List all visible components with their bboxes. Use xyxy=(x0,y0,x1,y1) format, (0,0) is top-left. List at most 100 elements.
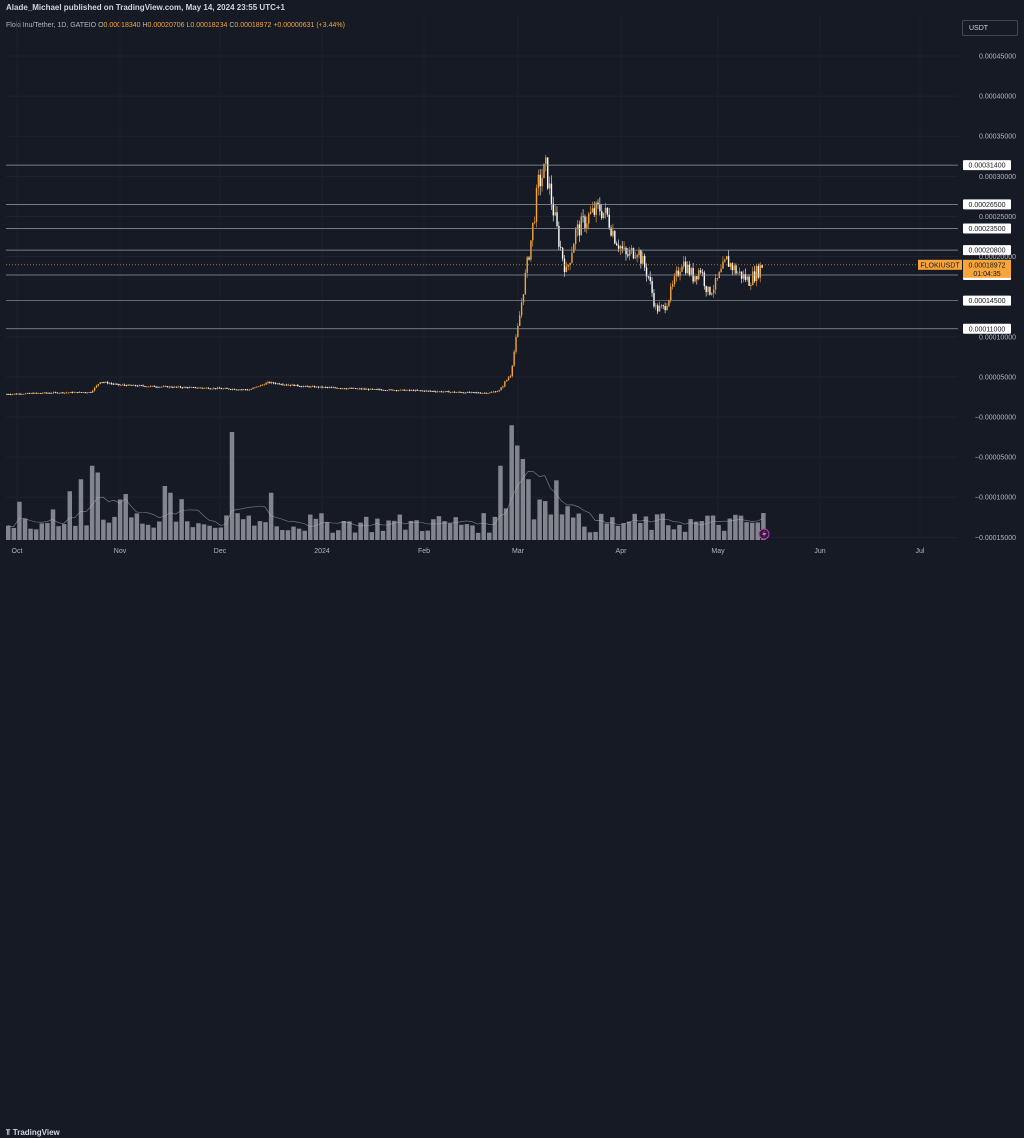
top-bar: Alade_Michael published on TradingView.c… xyxy=(0,0,1024,16)
volume-bar xyxy=(453,517,458,540)
volume-bar xyxy=(542,501,548,540)
candle-body xyxy=(354,388,357,389)
volume-bar xyxy=(67,491,73,540)
candle-body xyxy=(457,391,459,393)
candle-body xyxy=(93,387,96,391)
level-tag-bg xyxy=(963,245,1011,256)
volume-bar xyxy=(190,527,196,540)
volume-bar xyxy=(274,526,279,540)
candle-body xyxy=(554,212,556,216)
candle-body xyxy=(455,392,458,393)
candle-body xyxy=(110,383,113,385)
candle-body xyxy=(174,386,176,388)
volume-bar xyxy=(324,522,330,540)
candle-body xyxy=(584,216,586,229)
candle-body xyxy=(131,385,133,386)
tradingview-logo-text: TradingView xyxy=(12,1128,60,1137)
volume-bar xyxy=(45,523,50,540)
chart-area[interactable]: 0.00031400 0.00026500 0.00023500 0.00020800… xyxy=(0,16,1024,563)
candle-body xyxy=(51,393,53,394)
volume-bar xyxy=(308,514,313,540)
candle-body xyxy=(24,393,27,395)
time-tick-label: May xyxy=(711,548,725,555)
price-axis: 0.00045000 0.00040000 0.00035000 0.00030000… xyxy=(975,54,1016,542)
volume-bar xyxy=(246,515,251,540)
candle-body xyxy=(140,385,142,387)
candle-body xyxy=(632,248,635,259)
candle-body xyxy=(606,207,609,215)
candle-body xyxy=(468,391,471,393)
candle-body xyxy=(533,221,536,223)
close-value: 0.00018972 xyxy=(234,22,272,29)
volume-bar xyxy=(554,480,559,540)
volume-bar xyxy=(649,529,654,540)
candle-body xyxy=(578,224,581,236)
volume-bar xyxy=(492,516,498,540)
candle-body xyxy=(390,389,392,391)
candle-body xyxy=(716,277,719,279)
volume-bar xyxy=(526,479,531,540)
volume-bar xyxy=(285,530,291,540)
level-tag-label: 0.00011000 xyxy=(969,326,1006,333)
candle-body xyxy=(256,386,258,388)
candle-body xyxy=(407,389,409,391)
candle-body xyxy=(673,276,676,285)
candle-body xyxy=(88,392,90,393)
candle-body xyxy=(686,264,689,274)
high-label: H xyxy=(142,22,148,29)
candle-body xyxy=(451,391,454,393)
volume-bar xyxy=(235,513,240,540)
candle-body xyxy=(37,392,40,394)
candle-body xyxy=(423,390,426,392)
candle-body xyxy=(67,392,70,394)
level-tag-bg xyxy=(963,199,1011,210)
candle-body xyxy=(151,385,154,387)
time-tick-label: Nov xyxy=(114,548,127,555)
volume-bar xyxy=(380,530,386,540)
volume-bar xyxy=(95,472,100,540)
candle-body xyxy=(310,386,312,388)
candle-body xyxy=(216,387,219,389)
candle-body xyxy=(712,289,715,294)
candle-body xyxy=(58,392,60,394)
volume-bar xyxy=(576,513,582,540)
candle-body xyxy=(356,388,359,390)
candle-body xyxy=(500,387,502,391)
candle-body xyxy=(368,388,370,390)
currency-button[interactable]: USDT xyxy=(962,20,1018,36)
candle-body xyxy=(757,266,760,278)
candle-body xyxy=(520,302,523,316)
candle-body xyxy=(552,203,555,216)
time-tick-label: Apr xyxy=(616,548,628,555)
candle-body xyxy=(752,271,754,286)
candle-body xyxy=(699,270,702,273)
volume-bar xyxy=(106,522,112,540)
candle-body xyxy=(285,384,288,386)
candle-body xyxy=(239,389,241,391)
candle-body xyxy=(127,384,129,386)
candle-body xyxy=(159,386,161,388)
close-label: C xyxy=(229,22,235,29)
volume-bar xyxy=(369,532,375,540)
candle-body xyxy=(97,383,100,386)
candle-body xyxy=(532,222,534,241)
candle-body xyxy=(364,388,366,390)
volume-bar xyxy=(123,494,128,540)
candle-body xyxy=(459,391,461,393)
symbol-label[interactable]: Floki Inu/Tether, 1D, GATEIO xyxy=(6,22,97,29)
candle-body xyxy=(49,392,51,394)
volume-bar xyxy=(716,524,721,540)
candle-body xyxy=(545,157,547,164)
volume-bar xyxy=(531,519,537,540)
volume-bar xyxy=(50,509,56,540)
candle-body xyxy=(403,389,405,391)
volume-bar xyxy=(419,531,425,540)
candle-body xyxy=(148,386,150,388)
candle-body xyxy=(190,387,193,388)
candlestick-chart[interactable]: 0.00031400 0.00026500 0.00023500 0.00020800… xyxy=(0,16,1024,563)
candle-body xyxy=(418,390,420,392)
footer: ⫪ TradingView xyxy=(0,563,1024,1137)
candle-body xyxy=(213,388,215,389)
tradingview-logo[interactable]: ⫪ TradingView xyxy=(6,1128,60,1138)
candle-body xyxy=(744,273,747,280)
